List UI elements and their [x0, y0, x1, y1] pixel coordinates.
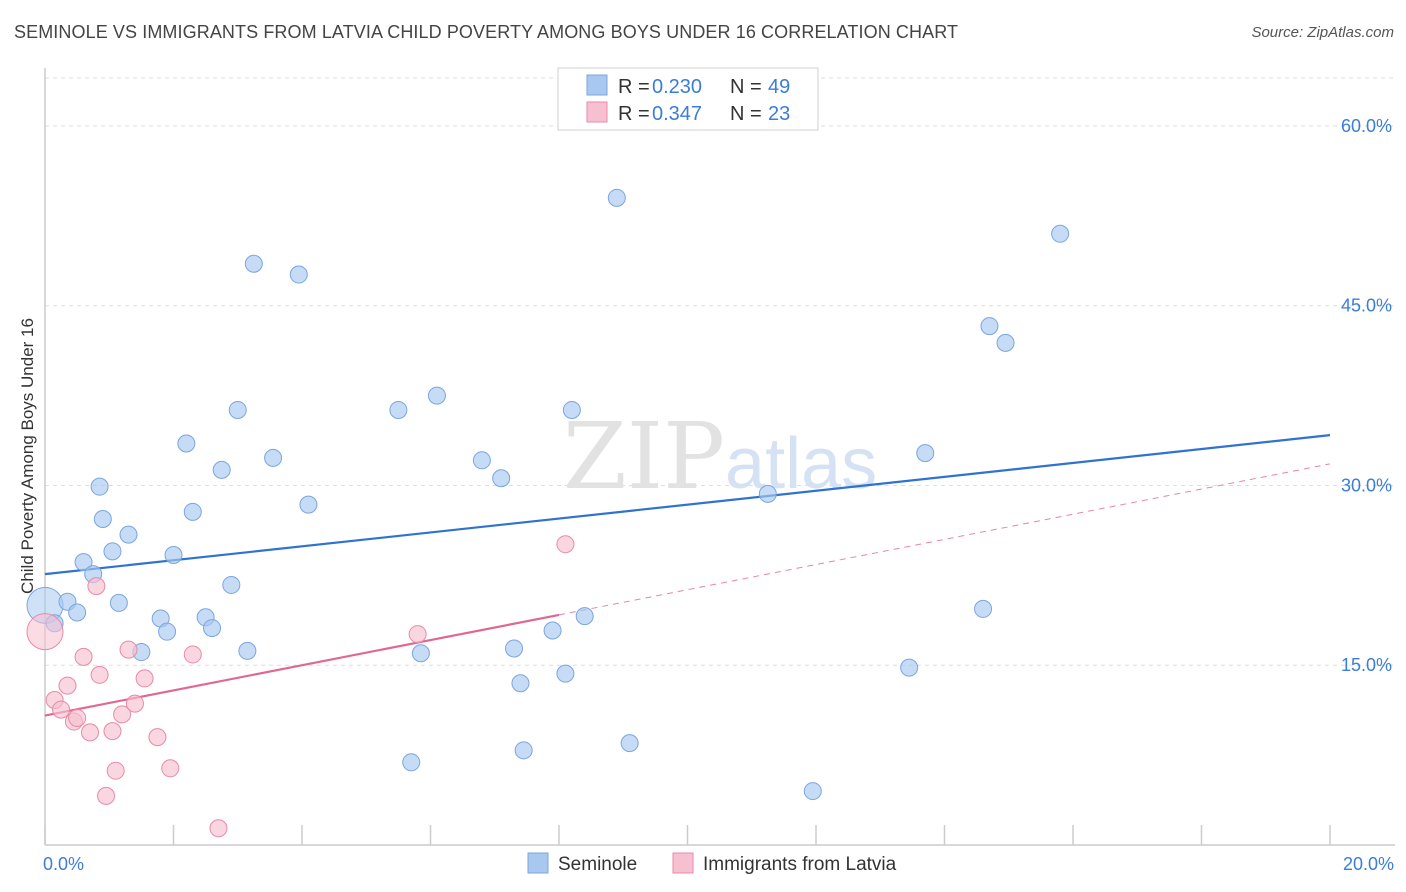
data-point-seminole [514, 741, 533, 760]
data-point-seminole [74, 553, 93, 572]
data-point-seminole [177, 434, 196, 453]
data-point-seminole [299, 495, 318, 514]
points-layer [26, 188, 1070, 838]
data-point-latvia [74, 647, 93, 666]
legend-swatch [586, 101, 608, 123]
data-point-latvia [119, 640, 138, 659]
y-tick-label: 60.0% [1341, 116, 1392, 136]
data-point-seminole [90, 477, 109, 496]
data-point-latvia [183, 645, 202, 664]
data-point-seminole [411, 644, 430, 663]
data-point-latvia [80, 723, 99, 742]
trend-line-dashed-1 [558, 463, 1331, 616]
grid-layer [45, 77, 1395, 666]
bottom-legend-layer: Seminole Immigrants from Latvia [527, 852, 897, 875]
data-point-seminole [505, 639, 524, 658]
legend-r-value: 0.347 [652, 103, 702, 125]
data-point-seminole [916, 444, 935, 463]
data-point-seminole [974, 599, 993, 618]
data-point-latvia [148, 728, 167, 747]
legend-n-label: N = [730, 76, 762, 98]
data-point-latvia [58, 676, 77, 695]
y-tick-label: 45.0% [1341, 296, 1392, 316]
legend-swatch [586, 74, 608, 96]
watermark: ZIPatlas [563, 403, 877, 510]
data-point-seminole [758, 484, 777, 503]
data-point-seminole [68, 603, 87, 622]
data-point-seminole [103, 542, 122, 561]
data-point-seminole [620, 734, 639, 753]
chart-title: SEMINOLE VS IMMIGRANTS FROM LATVIA CHILD… [14, 22, 959, 42]
data-point-latvia [135, 669, 154, 688]
legend-r-label: R = [618, 103, 650, 125]
data-point-latvia [106, 761, 125, 780]
data-point-seminole [244, 254, 263, 273]
data-point-latvia [87, 577, 106, 596]
data-point-latvia [408, 625, 427, 644]
y-tick-label: 15.0% [1341, 655, 1392, 675]
data-point-seminole [607, 188, 626, 207]
data-point-seminole [562, 400, 581, 419]
data-point-seminole [238, 641, 257, 660]
data-point-latvia [52, 700, 71, 719]
bottom-legend-swatch [672, 852, 694, 874]
data-point-seminole [900, 658, 919, 677]
data-point-seminole [289, 265, 308, 284]
data-point-seminole [264, 448, 283, 467]
legend-r-value: 0.230 [652, 76, 702, 98]
bottom-legend-swatch [527, 852, 549, 874]
legend-r-label: R = [618, 76, 650, 98]
bottom-legend-label: Immigrants from Latvia [703, 854, 897, 875]
data-point-seminole [427, 386, 446, 405]
legend-n-value: 23 [768, 103, 790, 125]
bottom-legend-label: Seminole [558, 854, 637, 875]
data-point-seminole [980, 317, 999, 336]
axis-layer: 15.0% 30.0% 45.0% 60.0% 0.0% 20.0% [43, 68, 1395, 874]
y-axis-title: Child Poverty Among Boys Under 16 [18, 318, 37, 594]
data-point-latvia [161, 759, 180, 778]
data-point-seminole [109, 593, 128, 612]
data-point-latvia [209, 819, 228, 838]
data-point-seminole [212, 460, 231, 479]
data-point-seminole [543, 621, 562, 640]
data-point-seminole [472, 451, 491, 470]
data-point-latvia [90, 665, 109, 684]
data-point-seminole [93, 510, 112, 529]
data-point-seminole [183, 502, 202, 521]
data-point-seminole [492, 469, 511, 488]
data-point-latvia [26, 613, 64, 651]
data-point-seminole [228, 400, 247, 419]
data-point-seminole [1051, 224, 1070, 243]
y-tick-label: 30.0% [1341, 475, 1392, 495]
data-point-seminole [119, 525, 138, 544]
data-point-seminole [158, 622, 177, 641]
chart-source: Source: ZipAtlas.com [1251, 24, 1394, 41]
x-tick-label: 20.0% [1343, 854, 1394, 874]
data-point-seminole [803, 782, 822, 801]
data-point-seminole [575, 607, 594, 626]
x-tick-label: 0.0% [43, 854, 84, 874]
data-point-seminole [556, 664, 575, 683]
data-point-latvia [556, 535, 575, 554]
data-point-latvia [68, 708, 87, 727]
legend-layer: R = 0.230 N = 49 R = 0.347 N = 23 [557, 67, 819, 131]
data-point-seminole [203, 619, 222, 638]
data-point-seminole [996, 333, 1015, 352]
data-point-seminole [389, 400, 408, 419]
data-point-seminole [222, 575, 241, 594]
trend-line-1 [44, 613, 560, 717]
data-point-latvia [97, 786, 116, 805]
legend-n-value: 49 [768, 76, 790, 98]
data-point-latvia [125, 694, 144, 713]
data-point-seminole [402, 753, 421, 772]
trend-line-0 [44, 434, 1331, 576]
legend-n-label: N = [730, 103, 762, 125]
data-point-latvia [103, 722, 122, 741]
data-point-seminole [164, 545, 183, 564]
data-point-seminole [511, 674, 530, 693]
data-point-latvia [113, 705, 132, 724]
